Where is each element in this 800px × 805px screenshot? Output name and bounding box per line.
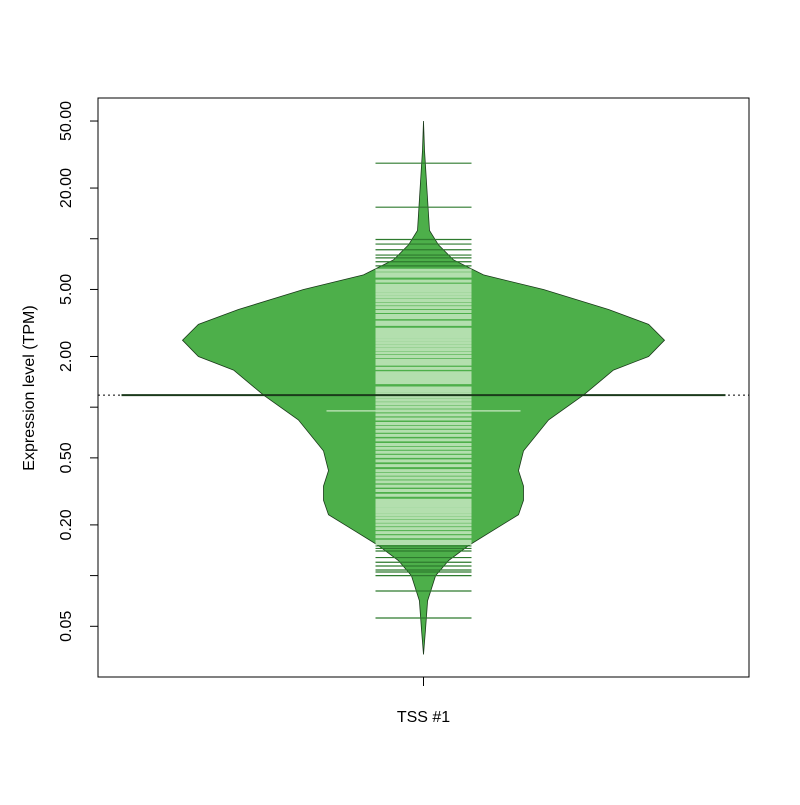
y-tick-label: 0.50 bbox=[58, 442, 75, 473]
x-tick-label: TSS #1 bbox=[397, 709, 450, 726]
y-tick-label: 0.05 bbox=[58, 611, 75, 642]
y-tick-label: 5.00 bbox=[58, 274, 75, 305]
y-axis-label: Expression level (TPM) bbox=[21, 305, 38, 470]
y-tick-label: 2.00 bbox=[58, 341, 75, 372]
y-tick-label: 20.00 bbox=[58, 168, 75, 208]
y-tick-label: 0.20 bbox=[58, 509, 75, 540]
y-tick-label: 50.00 bbox=[58, 101, 75, 141]
